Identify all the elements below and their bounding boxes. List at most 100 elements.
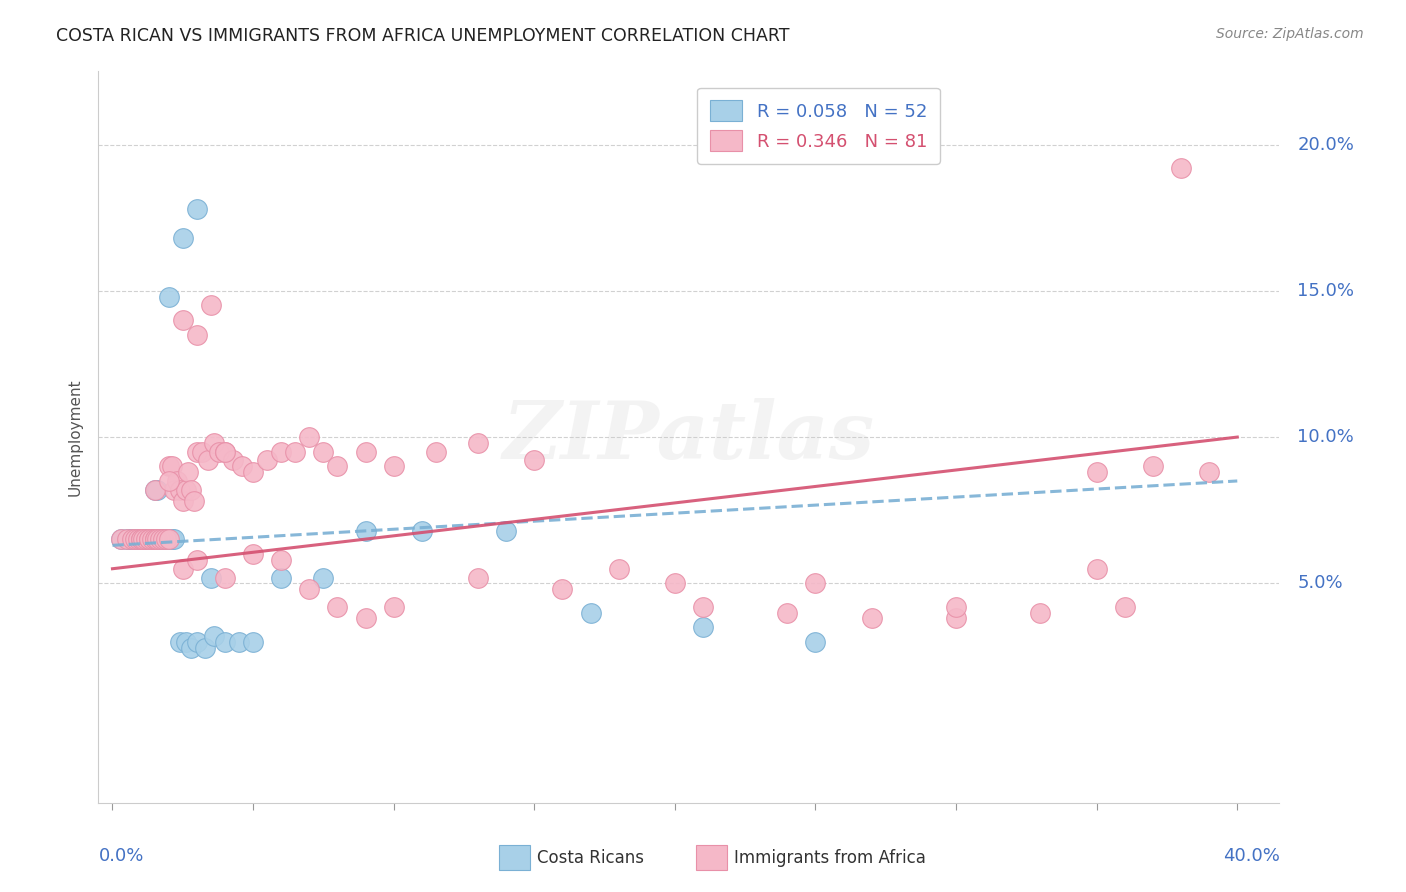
Point: [160, 459, 183, 474]
Point: [135, 533, 157, 547]
Point: [127, 533, 149, 547]
Point: [214, 444, 236, 458]
Point: [132, 533, 155, 547]
Point: [664, 576, 686, 591]
Point: [163, 483, 186, 497]
Point: [1170, 161, 1192, 175]
Point: [200, 570, 222, 584]
Point: [270, 444, 292, 458]
Point: [1114, 599, 1136, 614]
Point: [312, 570, 335, 584]
Point: [141, 533, 163, 547]
Point: [138, 533, 160, 547]
Point: [382, 599, 405, 614]
Text: Source: ZipAtlas.com: Source: ZipAtlas.com: [1216, 27, 1364, 41]
Point: [411, 524, 433, 538]
Point: [202, 629, 225, 643]
Point: [135, 533, 157, 547]
Point: [194, 640, 217, 655]
Point: [354, 444, 377, 458]
Point: [495, 524, 517, 538]
Point: [222, 453, 245, 467]
Point: [214, 444, 236, 458]
Point: [214, 635, 236, 649]
Point: [124, 533, 146, 547]
Text: Immigrants from Africa: Immigrants from Africa: [734, 849, 925, 867]
Point: [135, 533, 157, 547]
Point: [143, 483, 166, 497]
Point: [242, 465, 264, 479]
Point: [141, 533, 163, 547]
Point: [152, 533, 174, 547]
Point: [132, 533, 155, 547]
Point: [143, 533, 166, 547]
Point: [186, 635, 208, 649]
Point: [138, 533, 160, 547]
Point: [214, 570, 236, 584]
Point: [1029, 606, 1052, 620]
Text: 5.0%: 5.0%: [1298, 574, 1343, 592]
Point: [256, 453, 278, 467]
Point: [298, 430, 321, 444]
Point: [860, 611, 883, 625]
Point: [804, 635, 827, 649]
Point: [146, 483, 169, 497]
Point: [172, 562, 194, 576]
Point: [174, 483, 197, 497]
Text: 20.0%: 20.0%: [1298, 136, 1354, 153]
Point: [138, 533, 160, 547]
Point: [141, 533, 163, 547]
Point: [425, 444, 447, 458]
Point: [172, 313, 194, 327]
Point: [172, 231, 194, 245]
Point: [298, 582, 321, 597]
Point: [157, 459, 180, 474]
Point: [312, 444, 335, 458]
Point: [138, 533, 160, 547]
Text: 10.0%: 10.0%: [1298, 428, 1354, 446]
Point: [155, 533, 177, 547]
Point: [152, 533, 174, 547]
Point: [110, 533, 132, 547]
Point: [1198, 465, 1220, 479]
Point: [157, 474, 180, 488]
Point: [121, 533, 143, 547]
Point: [121, 533, 143, 547]
Point: [200, 298, 222, 312]
Point: [129, 533, 152, 547]
Point: [270, 570, 292, 584]
Text: 15.0%: 15.0%: [1298, 282, 1354, 300]
Point: [149, 533, 172, 547]
Text: Costa Ricans: Costa Ricans: [537, 849, 644, 867]
Point: [242, 547, 264, 561]
Point: [467, 570, 489, 584]
Point: [163, 533, 186, 547]
Point: [945, 611, 967, 625]
Point: [692, 599, 714, 614]
Text: 0.0%: 0.0%: [98, 847, 143, 864]
Point: [152, 533, 174, 547]
Point: [191, 444, 214, 458]
Text: COSTA RICAN VS IMMIGRANTS FROM AFRICA UNEMPLOYMENT CORRELATION CHART: COSTA RICAN VS IMMIGRANTS FROM AFRICA UN…: [56, 27, 790, 45]
Point: [143, 533, 166, 547]
Point: [110, 533, 132, 547]
Point: [776, 606, 799, 620]
Point: [1085, 562, 1108, 576]
Point: [146, 533, 169, 547]
Point: [115, 533, 138, 547]
Point: [186, 202, 208, 216]
Point: [121, 533, 143, 547]
Point: [183, 494, 205, 508]
Point: [354, 611, 377, 625]
Point: [228, 635, 250, 649]
Point: [945, 599, 967, 614]
Point: [124, 533, 146, 547]
Point: [270, 553, 292, 567]
Point: [523, 453, 546, 467]
Text: 40.0%: 40.0%: [1223, 847, 1279, 864]
Point: [166, 474, 188, 488]
Point: [174, 635, 197, 649]
Point: [157, 533, 180, 547]
Point: [607, 562, 630, 576]
Point: [186, 327, 208, 342]
